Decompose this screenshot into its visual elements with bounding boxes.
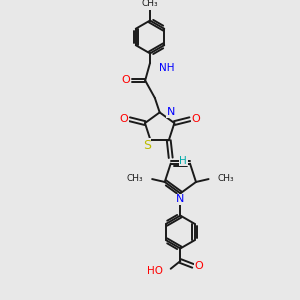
Text: N: N — [176, 194, 184, 204]
Text: S: S — [143, 139, 151, 152]
Text: HO: HO — [147, 266, 163, 276]
Text: O: O — [191, 114, 200, 124]
Text: O: O — [194, 261, 203, 271]
Text: NH: NH — [159, 63, 174, 73]
Text: N: N — [167, 107, 175, 117]
Text: H: H — [179, 156, 187, 166]
Text: CH₃: CH₃ — [142, 0, 158, 8]
Text: O: O — [119, 114, 128, 124]
Text: O: O — [122, 76, 130, 85]
Text: CH₃: CH₃ — [217, 174, 234, 183]
Text: CH₃: CH₃ — [127, 174, 143, 183]
